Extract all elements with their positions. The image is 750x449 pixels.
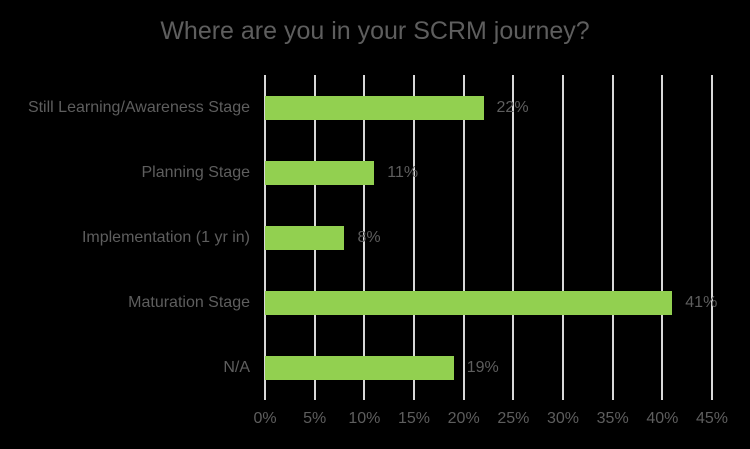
x-tick-label: 35% [596,410,629,427]
category-axis: Still Learning/Awareness Stage Planning S… [0,75,250,400]
bar [265,225,345,250]
x-axis: 0% 5% 10% 15% 20% 25% 30% 35% 40% 45% [253,410,728,438]
category-label: Still Learning/Awareness Stage [27,98,250,116]
gridline [462,75,465,400]
bar [265,355,454,380]
x-tick-label: 20% [447,410,480,427]
gridline [661,75,664,400]
gridline [512,75,515,400]
x-tick-label: 5% [303,410,327,427]
x-tick-label: 40% [646,410,679,427]
data-label: 19% [466,358,499,376]
bar-row: 41% [265,270,717,335]
gridline [562,75,564,400]
x-tick-label: 10% [348,410,381,427]
category-label: Implementation (1 yr in) [81,228,250,246]
x-tick-label: 15% [397,410,431,427]
bar [265,95,484,120]
bar-row: 19% [265,335,712,400]
x-tick-label: 25% [497,410,530,427]
data-label: 41% [685,293,718,311]
bar [265,160,375,185]
plot-area: 22% 11% 8% 41% 19% [264,75,717,400]
bar-row: 22% [265,75,712,140]
gridline [711,75,713,400]
bar-row: 8% [265,205,712,270]
gridline [363,75,366,400]
bar [265,290,673,315]
category-label: Maturation Stage [128,293,250,311]
data-label: 8% [357,228,381,246]
data-label: 22% [496,98,529,116]
gridline [413,75,415,400]
chart-title: Where are you in your SCRM journey? [160,17,590,45]
x-tick-label: 0% [253,410,277,427]
gridline [611,75,614,400]
category-label: N/A [223,358,250,376]
x-tick-label: 45% [695,410,729,427]
x-tick-label: 30% [546,410,580,427]
bar-row: 11% [265,140,712,205]
data-label: 11% [387,163,419,181]
category-label: Planning Stage [141,163,250,181]
